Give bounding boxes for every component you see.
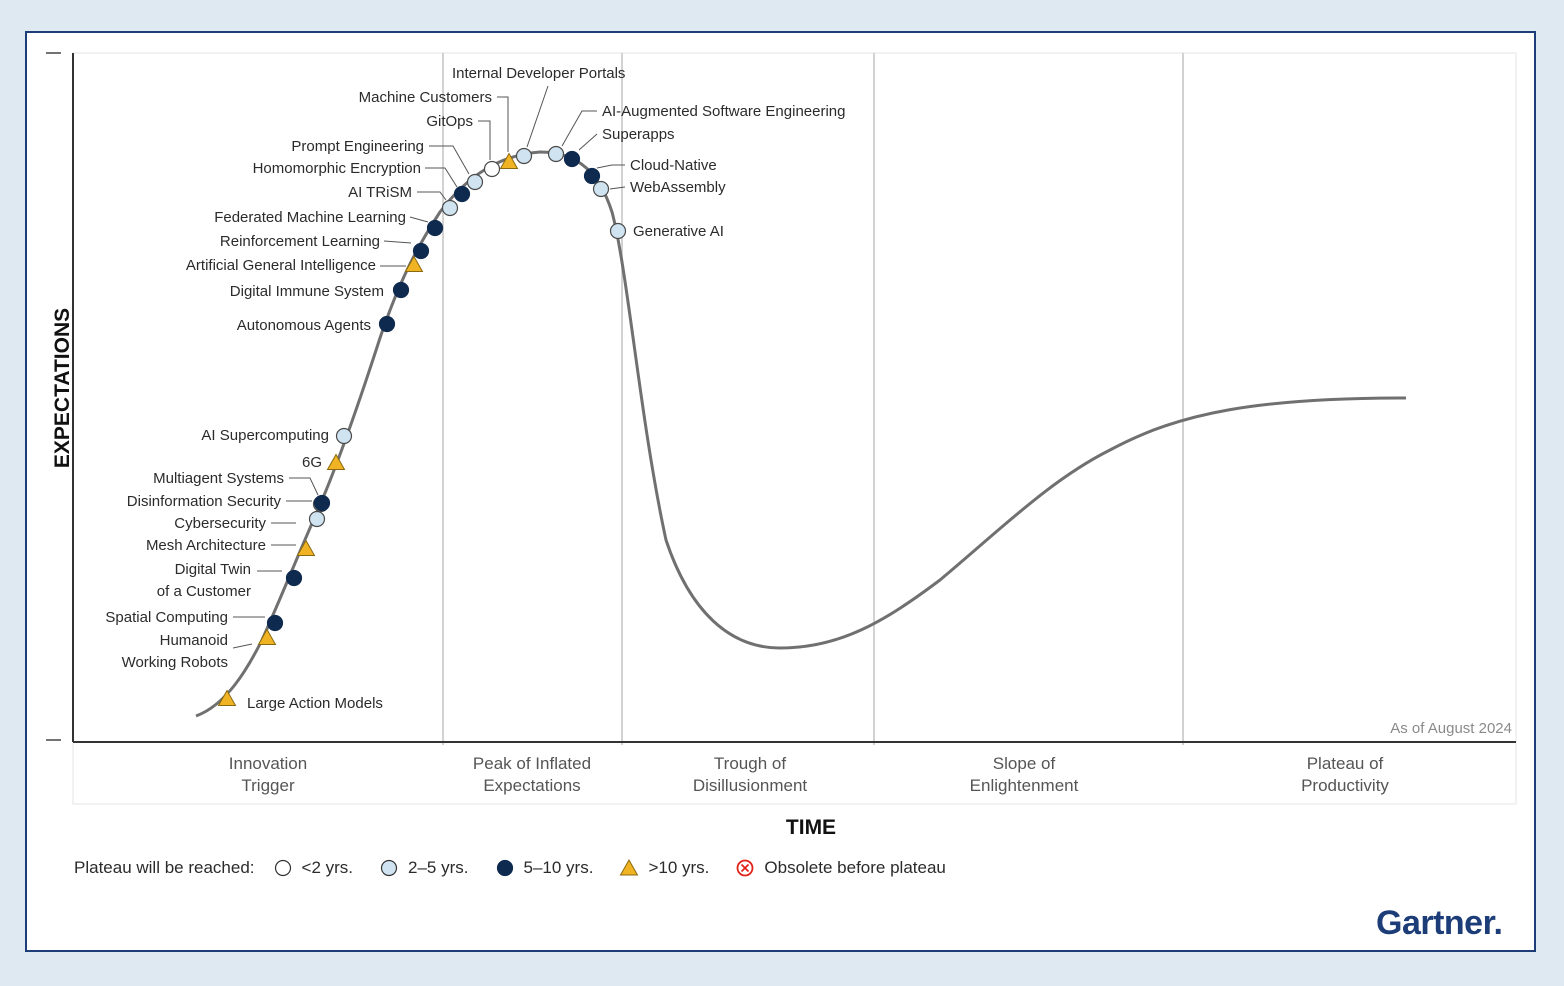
label-digital-immune-system: Digital Immune System bbox=[230, 283, 384, 300]
label-cloud-native: Cloud-Native bbox=[630, 157, 717, 174]
marker-superapps-circle-icon bbox=[563, 150, 581, 168]
marker-gitops-circle-icon bbox=[483, 160, 501, 178]
label-humanoid-working-robots: Humanoid Working Robots bbox=[122, 632, 228, 671]
leader-line-multiagent-systems bbox=[289, 477, 319, 496]
legend: Plateau will be reached: <2 yrs. 2–5 yrs… bbox=[74, 856, 972, 880]
marker-digital-twin-of-a-customer-circle-icon bbox=[285, 569, 303, 587]
marker-ai-trism-circle-icon bbox=[441, 199, 459, 217]
chart-grid bbox=[46, 52, 1517, 805]
marker-reinforcement-learning-circle-icon bbox=[412, 242, 430, 260]
legend-item-lt2: <2 yrs. bbox=[273, 858, 354, 878]
leader-line-federated-machine-learning bbox=[409, 216, 429, 223]
marker-cloud-native-circle-icon bbox=[583, 167, 601, 185]
marker-generative-ai-circle-icon bbox=[609, 222, 627, 240]
legend-label: Obsolete before plateau bbox=[764, 858, 946, 877]
label-reinforcement-learning: Reinforcement Learning bbox=[220, 233, 380, 250]
label-federated-machine-learning: Federated Machine Learning bbox=[214, 209, 406, 226]
technology-labels: Large Action Models Humanoid Working Robot… bbox=[105, 65, 845, 712]
label-generative-ai: Generative AI bbox=[633, 223, 724, 240]
leader-line-ai-trism bbox=[417, 191, 447, 201]
leader-line-machine-customers bbox=[497, 96, 509, 152]
marker-internal-developer-portals-circle-icon bbox=[515, 147, 533, 165]
leader-lines bbox=[232, 85, 626, 649]
marker-mesh-architecture-triangle-icon bbox=[296, 539, 316, 556]
leader-line-superapps bbox=[578, 133, 598, 151]
marker-machine-customers-triangle-icon bbox=[499, 152, 519, 169]
marker-prompt-engineering-circle-icon bbox=[466, 173, 484, 191]
leader-line-homomorphic-encryption bbox=[425, 167, 458, 188]
label-multiagent-systems: Multiagent Systems bbox=[153, 470, 284, 487]
phase-label-3: Trough of Disillusionment bbox=[693, 754, 808, 795]
marker-spatial-computing-circle-icon bbox=[266, 614, 284, 632]
legend-item-obsolete: Obsolete before plateau bbox=[735, 858, 946, 878]
leader-line-prompt-engineering bbox=[429, 145, 470, 175]
label-cybersecurity: Cybersecurity bbox=[174, 515, 266, 532]
legend-item-5to10: 5–10 yrs. bbox=[495, 858, 594, 878]
label-ai-augmented-software-engineering: AI-Augmented Software Engineering bbox=[602, 103, 845, 120]
phase-label-2: Peak of Inflated Expectations bbox=[473, 754, 591, 795]
phase-label-5: Plateau of Productivity bbox=[1301, 754, 1389, 795]
legend-title: Plateau will be reached: bbox=[74, 858, 255, 877]
legend-label: 5–10 yrs. bbox=[523, 858, 594, 877]
marker-artificial-general-intelligence-triangle-icon bbox=[404, 255, 424, 272]
marker-webassembly-circle-icon bbox=[592, 180, 610, 198]
legend-label: <2 yrs. bbox=[301, 858, 354, 877]
legend-label: >10 yrs. bbox=[648, 858, 710, 877]
label-homomorphic-encryption: Homomorphic Encryption bbox=[253, 160, 421, 177]
label-digital-twin-of-a-customer: Digital Twin of a Customer bbox=[157, 561, 251, 600]
label-internal-developer-portals: Internal Developer Portals bbox=[452, 65, 625, 82]
leader-line-internal-developer-portals bbox=[526, 85, 549, 148]
marker-federated-machine-learning-circle-icon bbox=[426, 219, 444, 237]
marker-ai-augmented-software-engineering-circle-icon bbox=[547, 145, 565, 163]
label-webassembly: WebAssembly bbox=[630, 179, 726, 196]
marker-homomorphic-encryption-circle-icon bbox=[453, 185, 471, 203]
gartner-logo: Gartner. bbox=[1376, 904, 1503, 942]
marker-ai-supercomputing-circle-icon bbox=[335, 427, 353, 445]
leader-line-humanoid-working-robots bbox=[232, 643, 253, 649]
legend-circle-white-icon bbox=[274, 859, 291, 877]
legend-item-2to5: 2–5 yrs. bbox=[379, 858, 469, 878]
label-mesh-architecture: Mesh Architecture bbox=[146, 537, 266, 554]
legend-circle-dark-icon bbox=[496, 859, 513, 877]
leader-line-gitops bbox=[478, 120, 491, 160]
label-disinformation-security: Disinformation Security bbox=[127, 493, 282, 510]
leader-line-cloud-native bbox=[596, 164, 625, 169]
marker-large-action-models-triangle-icon bbox=[217, 689, 237, 706]
label-ai-supercomputing: AI Supercomputing bbox=[201, 427, 329, 444]
label-prompt-engineering: Prompt Engineering bbox=[291, 138, 424, 155]
legend-item-gt10: >10 yrs. bbox=[619, 858, 709, 878]
label-large-action-models: Large Action Models bbox=[247, 695, 383, 712]
marker-digital-immune-system-circle-icon bbox=[392, 281, 410, 299]
as-of-date: As of August 2024 bbox=[1390, 720, 1512, 737]
y-axis-label: EXPECTATIONS bbox=[51, 308, 74, 468]
label-gitops: GitOps bbox=[426, 113, 473, 130]
label-machine-customers: Machine Customers bbox=[359, 89, 492, 106]
legend-triangle-icon bbox=[620, 858, 639, 876]
marker-6g-triangle-icon bbox=[326, 453, 346, 470]
marker-autonomous-agents-circle-icon bbox=[378, 315, 396, 333]
marker-multiagent-systems-circle-icon bbox=[313, 494, 331, 512]
leader-line-ai-augmented-software-engineering bbox=[561, 110, 597, 147]
chart-frame bbox=[25, 31, 1536, 952]
leader-line-reinforcement-learning bbox=[383, 240, 412, 244]
x-axis-label: TIME bbox=[786, 816, 836, 839]
label-autonomous-agents: Autonomous Agents bbox=[237, 317, 371, 334]
phase-label-1: Innovation Trigger bbox=[229, 754, 307, 795]
leader-line-webassembly bbox=[609, 186, 626, 190]
label-spatial-computing: Spatial Computing bbox=[105, 609, 228, 626]
phase-label-4: Slope of Enlightenment bbox=[970, 754, 1079, 795]
legend-label: 2–5 yrs. bbox=[408, 858, 469, 877]
label-6g: 6G bbox=[302, 454, 322, 471]
technology-markers bbox=[217, 145, 627, 706]
label-superapps: Superapps bbox=[602, 126, 675, 143]
phase-labels: Innovation Trigger Peak of Inflated Expecta… bbox=[229, 754, 1390, 795]
marker-cybersecurity-circle-icon bbox=[308, 510, 326, 528]
marker-humanoid-working-robots-triangle-icon bbox=[257, 628, 277, 645]
label-ai-trism: AI TRiSM bbox=[348, 184, 412, 201]
legend-circle-light-icon bbox=[380, 859, 398, 877]
legend-obsolete-x-icon bbox=[736, 859, 754, 877]
label-artificial-general-intelligence: Artificial General Intelligence bbox=[186, 257, 376, 274]
